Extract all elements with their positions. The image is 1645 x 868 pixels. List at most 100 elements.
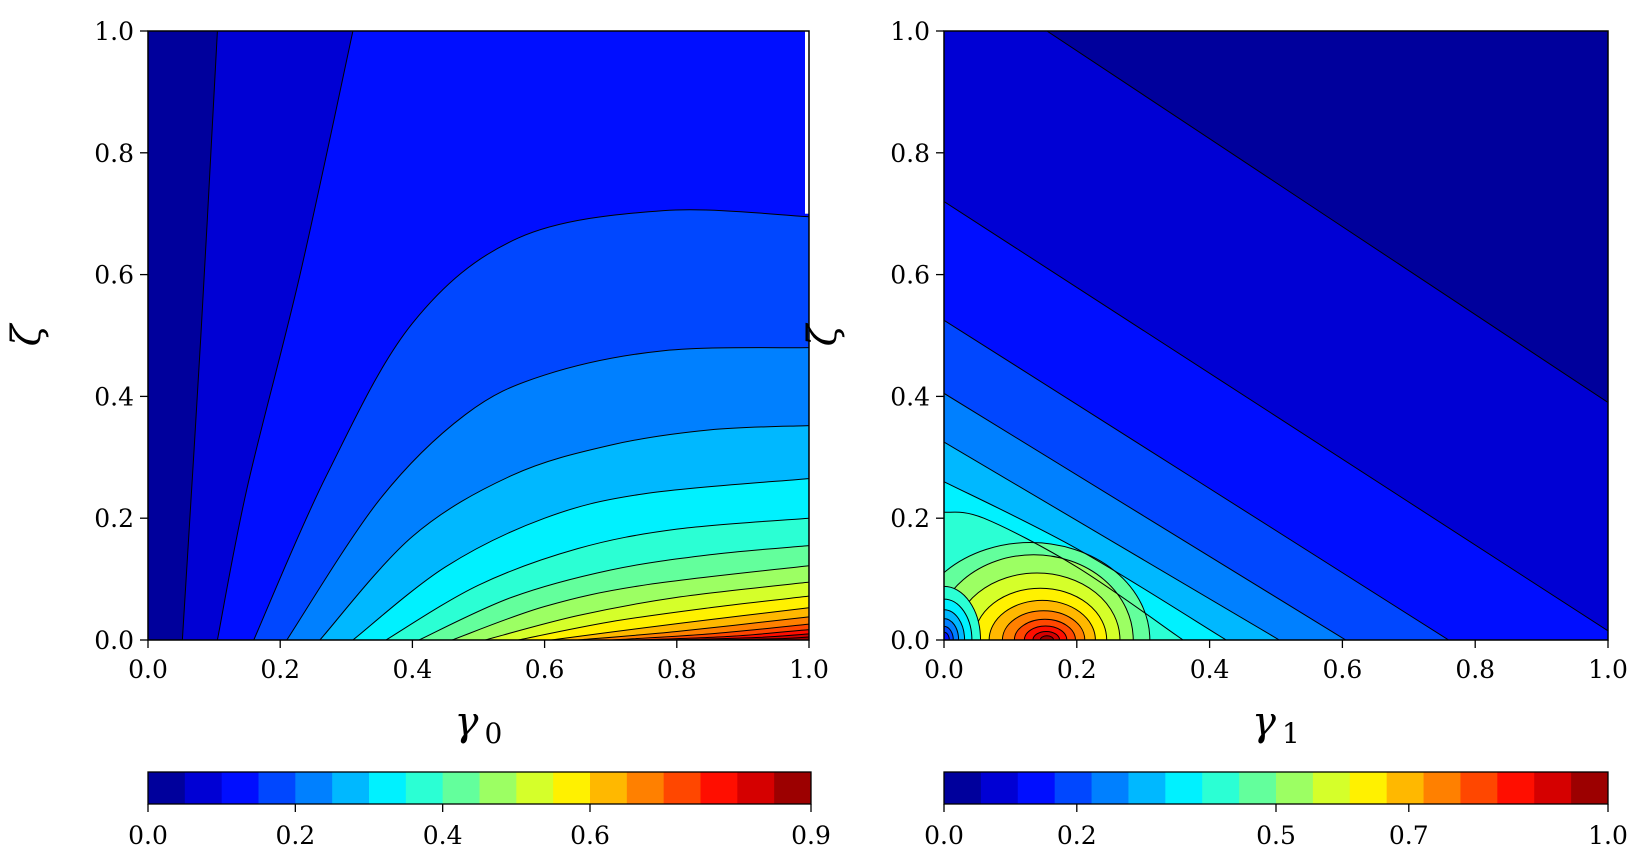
colorbar-segment xyxy=(479,772,517,804)
y-tick-label: 0.4 xyxy=(94,382,134,411)
colorbar-segment xyxy=(1534,772,1572,804)
contour-line xyxy=(451,565,809,640)
contour-line xyxy=(610,623,809,640)
contour-line xyxy=(944,201,1608,632)
contour-line xyxy=(1046,31,1608,403)
contour-line xyxy=(319,425,809,640)
x-tick-label: 0.6 xyxy=(525,655,565,684)
contour-line xyxy=(352,478,809,640)
colorbar-tick-label: 0.0 xyxy=(128,821,168,850)
y-tick-label: 1.0 xyxy=(94,17,134,46)
contour-line xyxy=(577,616,809,640)
plot-area xyxy=(944,31,1608,640)
colorbar-segment xyxy=(332,772,370,804)
y-tick-label: 1.0 xyxy=(890,17,930,46)
x-tick-label: 0.8 xyxy=(1455,655,1495,684)
colorbar-segment xyxy=(1054,772,1093,804)
x-tick-label: 1.0 xyxy=(1588,655,1628,684)
y-tick-label: 0.4 xyxy=(890,382,930,411)
y-tick-label: 0.2 xyxy=(890,504,930,533)
colorbar-segment xyxy=(944,772,982,804)
x-tick-label: 0.8 xyxy=(657,655,697,684)
contour-line xyxy=(216,31,354,640)
contour-band xyxy=(703,636,809,640)
contour-line xyxy=(484,581,809,640)
contour-line xyxy=(385,517,809,640)
y-tick-label: 0.0 xyxy=(890,626,930,655)
x-tick-label: 0.2 xyxy=(260,655,300,684)
contour-line xyxy=(518,595,809,640)
colorbar-segment xyxy=(295,772,333,804)
colorbar-tick-label: 0.2 xyxy=(275,821,315,850)
axes-frame xyxy=(943,30,1609,641)
contour-line xyxy=(253,209,809,640)
y-tick-label: 0.2 xyxy=(94,504,134,533)
x-tick-label: 0.0 xyxy=(128,655,168,684)
colorbar-segment xyxy=(516,772,554,804)
contour-line xyxy=(418,545,809,640)
x-axis-label-subscript: 0 xyxy=(485,717,503,750)
x-tick-label: 0.4 xyxy=(393,655,433,684)
colorbar-segment xyxy=(1017,772,1056,804)
x-axis-label: γ xyxy=(1252,699,1276,745)
colorbar-segment xyxy=(590,772,628,804)
colorbar-segment xyxy=(1571,772,1609,804)
x-tick-label: 1.0 xyxy=(789,655,829,684)
y-tick-label: 0.8 xyxy=(890,139,930,168)
colorbar-segment xyxy=(221,772,259,804)
data-gap-strip xyxy=(805,31,809,214)
colorbar-segment xyxy=(442,772,480,804)
colorbar-segment xyxy=(258,772,296,804)
colorbar-segment xyxy=(369,772,407,804)
colorbar-segment xyxy=(1386,772,1425,804)
colorbar-segment xyxy=(737,772,775,804)
y-tick-label: 0.0 xyxy=(94,626,134,655)
contour-line xyxy=(181,31,218,640)
colorbar-segment xyxy=(1091,772,1129,804)
plot-area xyxy=(148,31,809,640)
panel-right: 0.0 0.2 0.4 0.6 0.8 1.0 0.0 0.2 0.4 0.6 0.8 1.0 γ 1 ζ 0… xyxy=(800,17,1628,850)
colorbar-segment xyxy=(1497,772,1535,804)
y-axis-label: ζ xyxy=(4,322,50,346)
contour-band xyxy=(1046,31,1608,403)
colorbar-tick-label: 0.7 xyxy=(1389,821,1429,850)
contour-line xyxy=(944,392,1346,640)
colorbar-frame xyxy=(147,771,812,805)
contour-line xyxy=(551,607,809,640)
colorbar-tick-label: 1.0 xyxy=(1588,821,1628,850)
x-tick-label: 0.4 xyxy=(1190,655,1230,684)
colorbar-segment xyxy=(626,772,665,804)
colorbar-segment xyxy=(1349,772,1388,804)
colorbar-segment xyxy=(1239,772,1277,804)
colorbar-tick-label: 0.9 xyxy=(791,821,831,850)
contour-line xyxy=(286,347,809,640)
colorbar-tick-label: 0.5 xyxy=(1256,821,1296,850)
y-axis-label: ζ xyxy=(800,322,846,346)
colorbar-tick-label: 0.6 xyxy=(570,821,610,850)
colorbar-tick-label: 0.2 xyxy=(1057,821,1097,850)
y-tick-label: 0.8 xyxy=(94,139,134,168)
colorbar-segment xyxy=(1276,772,1314,804)
colorbar-segment xyxy=(184,772,223,804)
axes-frame xyxy=(147,30,810,641)
colorbar-tick-label: 0.4 xyxy=(423,821,463,850)
colorbar-segment xyxy=(774,772,812,804)
colorbar-segment xyxy=(1312,772,1351,804)
x-axis-label-subscript: 1 xyxy=(1282,717,1300,750)
colorbar-segment xyxy=(1460,772,1498,804)
colorbar-segment xyxy=(980,772,1019,804)
panel-left: 0.0 0.2 0.4 0.6 0.8 1.0 0.0 0.2 0.4 0.6 0.8 1.0 γ 0 ζ 0… xyxy=(4,17,831,850)
colorbar-segment xyxy=(663,772,701,804)
x-axis-label: γ xyxy=(455,699,479,745)
colorbar-segment xyxy=(553,772,591,804)
contour-line xyxy=(944,481,1227,640)
contour-line xyxy=(944,319,1449,640)
colorbar-segment xyxy=(1202,772,1240,804)
colorbar-segment xyxy=(1423,772,1461,804)
colorbar-segment xyxy=(148,772,186,804)
colorbar-segment xyxy=(405,772,444,804)
x-tick-label: 0.6 xyxy=(1323,655,1363,684)
contour-line xyxy=(944,511,1184,640)
contour-line xyxy=(944,441,1280,640)
